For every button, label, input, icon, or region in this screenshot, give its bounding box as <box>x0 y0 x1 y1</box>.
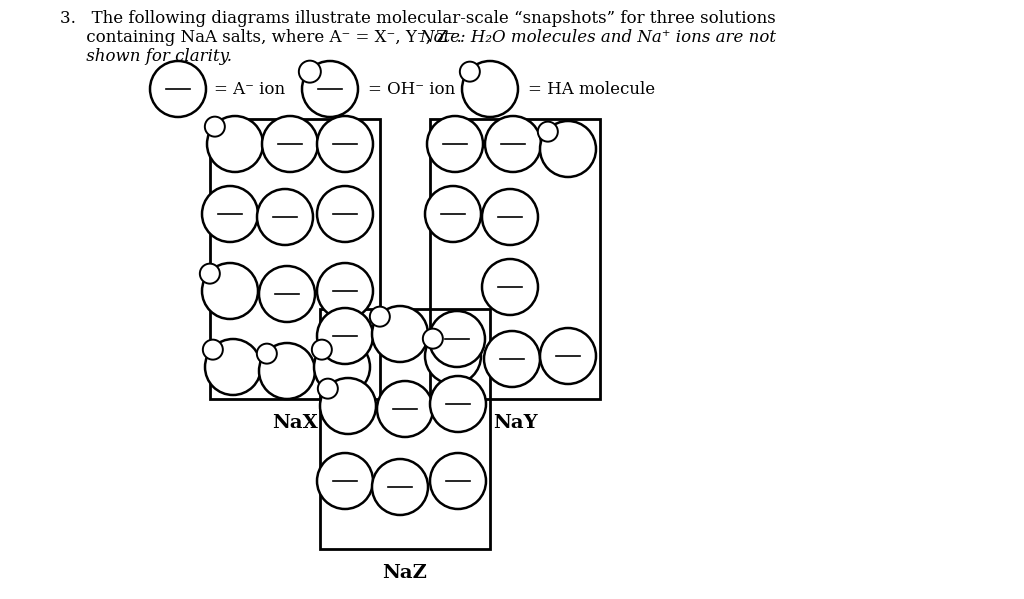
Circle shape <box>540 328 596 384</box>
Circle shape <box>482 189 538 245</box>
Bar <box>319 309 490 549</box>
Text: Note: H₂O molecules and Na⁺ ions are not: Note: H₂O molecules and Na⁺ ions are not <box>419 29 776 46</box>
Text: NaY: NaY <box>493 414 538 432</box>
Circle shape <box>425 186 481 242</box>
Circle shape <box>150 61 206 117</box>
Circle shape <box>372 306 428 362</box>
Circle shape <box>317 186 373 242</box>
Circle shape <box>423 329 442 349</box>
Circle shape <box>430 453 486 509</box>
Bar <box>210 119 380 399</box>
Circle shape <box>302 61 358 117</box>
Circle shape <box>207 116 263 172</box>
Text: shown for clarity.: shown for clarity. <box>60 48 232 65</box>
Circle shape <box>312 340 332 359</box>
Circle shape <box>540 121 596 177</box>
Circle shape <box>202 263 258 319</box>
Circle shape <box>430 376 486 432</box>
Circle shape <box>259 266 315 322</box>
Circle shape <box>377 381 433 437</box>
Circle shape <box>317 263 373 319</box>
Circle shape <box>203 340 223 359</box>
Circle shape <box>317 379 338 399</box>
Text: containing NaA salts, where A⁻ = X⁻, Y⁻, Z⁻.: containing NaA salts, where A⁻ = X⁻, Y⁻,… <box>60 29 472 46</box>
Circle shape <box>317 453 373 509</box>
Circle shape <box>200 264 220 284</box>
Text: = A⁻ ion: = A⁻ ion <box>214 80 285 98</box>
Circle shape <box>538 122 558 141</box>
Circle shape <box>462 61 518 117</box>
Circle shape <box>429 311 485 367</box>
Circle shape <box>317 116 373 172</box>
Circle shape <box>299 60 321 83</box>
Circle shape <box>205 117 225 137</box>
Circle shape <box>425 328 481 384</box>
Circle shape <box>482 259 538 315</box>
Circle shape <box>205 339 261 395</box>
Bar <box>430 119 600 399</box>
Circle shape <box>485 116 541 172</box>
Circle shape <box>484 331 540 387</box>
Circle shape <box>319 378 376 434</box>
Circle shape <box>202 186 258 242</box>
Circle shape <box>262 116 318 172</box>
Circle shape <box>259 343 315 399</box>
Circle shape <box>257 189 313 245</box>
Circle shape <box>427 116 483 172</box>
Text: = HA molecule: = HA molecule <box>528 80 655 98</box>
Text: = OH⁻ ion: = OH⁻ ion <box>368 80 456 98</box>
Circle shape <box>257 344 276 364</box>
Circle shape <box>314 339 370 395</box>
Text: NaX: NaX <box>272 414 317 432</box>
Circle shape <box>372 459 428 515</box>
Text: 3.   The following diagrams illustrate molecular-scale “snapshots” for three sol: 3. The following diagrams illustrate mol… <box>60 10 776 27</box>
Circle shape <box>460 62 480 81</box>
Circle shape <box>317 308 373 364</box>
Circle shape <box>370 307 390 326</box>
Text: NaZ: NaZ <box>383 564 427 582</box>
